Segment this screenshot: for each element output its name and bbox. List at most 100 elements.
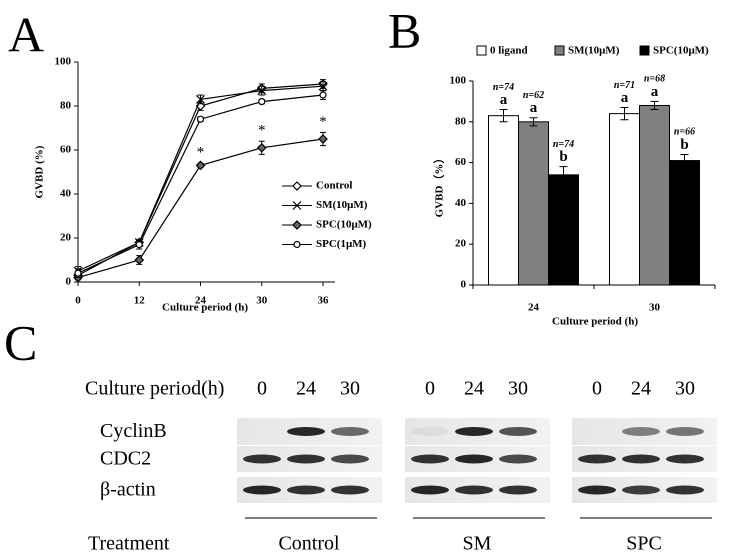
line (77, 85, 324, 272)
letter-label: a (651, 84, 659, 100)
error-bar (529, 117, 538, 127)
group-label: Control (278, 533, 340, 555)
x-axis-label: Culture period (h) (552, 316, 638, 328)
letter-label: a (530, 100, 538, 116)
legend-marker (293, 240, 301, 249)
error-bar (680, 153, 689, 168)
y-axis-label: GVBD (%) (34, 145, 46, 198)
x-tick-label: 30 (256, 295, 268, 307)
y-tick-label: 0 (461, 279, 467, 291)
band (499, 454, 537, 464)
band (331, 485, 369, 495)
x-tick-label: 0 (75, 295, 81, 307)
point (318, 81, 328, 91)
y-tick-label: 40 (60, 188, 72, 200)
point (256, 142, 267, 153)
band (287, 427, 325, 436)
y-tick-label: 20 (60, 232, 72, 244)
legend-label: SPC(1μM) (316, 238, 367, 250)
x-axis-label: Culture period (h) (162, 302, 248, 314)
legend-marker (292, 201, 302, 210)
letter-label: a (500, 92, 508, 108)
y-tick-label: 40 (455, 197, 467, 209)
point (196, 94, 205, 104)
x-tick-label: 24 (195, 295, 207, 307)
error-bar (559, 166, 568, 184)
n-label: n=68 (644, 74, 665, 85)
band (622, 454, 660, 464)
error-bar (499, 109, 508, 123)
point (195, 160, 206, 171)
point (318, 134, 328, 144)
n-label: n=74 (553, 139, 574, 150)
n-label: n=71 (614, 80, 635, 91)
band (666, 485, 704, 495)
band (666, 427, 704, 436)
point (196, 115, 205, 123)
point (258, 97, 266, 106)
band (331, 454, 369, 464)
annotation: * (258, 123, 266, 139)
band (666, 454, 704, 464)
point (134, 255, 145, 265)
band (411, 485, 449, 495)
bar (669, 160, 700, 286)
time-label: 0 (592, 378, 602, 400)
x-tick-label: 36 (318, 295, 330, 307)
panel-label: A (8, 6, 44, 62)
bar (609, 113, 640, 286)
band (287, 485, 325, 495)
band (622, 427, 660, 436)
y-tick-label: 20 (455, 238, 467, 250)
y-tick-label: 80 (60, 100, 72, 112)
time-label: 30 (508, 378, 528, 400)
x-tick-label: 12 (134, 295, 146, 307)
letter-label: a (621, 90, 629, 106)
band (499, 427, 537, 436)
point (74, 269, 82, 277)
band (331, 427, 369, 436)
band (287, 454, 325, 464)
line (77, 83, 324, 276)
legend-marker (292, 220, 302, 230)
n-label: n=66 (674, 127, 695, 138)
letter-label: b (680, 137, 688, 153)
point (257, 86, 267, 96)
bar (548, 174, 579, 286)
group-label: SPC (626, 533, 662, 555)
legend-label: SPC(10μM) (653, 45, 709, 57)
legend-marker (292, 181, 302, 191)
legend-label: SM(10μM) (316, 199, 368, 211)
band (243, 454, 281, 464)
row-label: CDC2 (100, 448, 151, 470)
time-label: 24 (296, 378, 316, 400)
letter-label: b (559, 149, 567, 165)
blot-header: Culture period(h) (85, 378, 224, 400)
treatment-label: Treatment (88, 533, 170, 555)
y-tick-label: 100 (450, 75, 467, 87)
band (455, 485, 493, 495)
annotation: * (197, 145, 205, 161)
y-axis-label: GVBD（%） (433, 153, 446, 218)
time-label: 30 (340, 378, 360, 400)
x-tick-label: 30 (649, 302, 661, 314)
y-tick-label: 60 (455, 156, 467, 168)
legend-label: 0 ligand (490, 45, 528, 57)
legend-label: SPC(10μM) (316, 219, 372, 231)
n-label: n=74 (493, 82, 514, 93)
band (411, 454, 449, 464)
annotation: * (319, 114, 327, 130)
bar (488, 115, 519, 286)
error-bar (620, 107, 629, 121)
bar (639, 104, 670, 286)
time-label: 0 (257, 378, 267, 400)
band (499, 485, 537, 495)
legend-label: SM(10μM) (568, 45, 620, 57)
row-label: CyclinB (100, 420, 167, 442)
band (578, 454, 616, 464)
y-tick-label: 0 (66, 276, 72, 288)
n-label: n=62 (523, 90, 544, 101)
legend-label: Control (316, 180, 352, 192)
panel-label: B (388, 2, 421, 58)
point (135, 241, 143, 249)
